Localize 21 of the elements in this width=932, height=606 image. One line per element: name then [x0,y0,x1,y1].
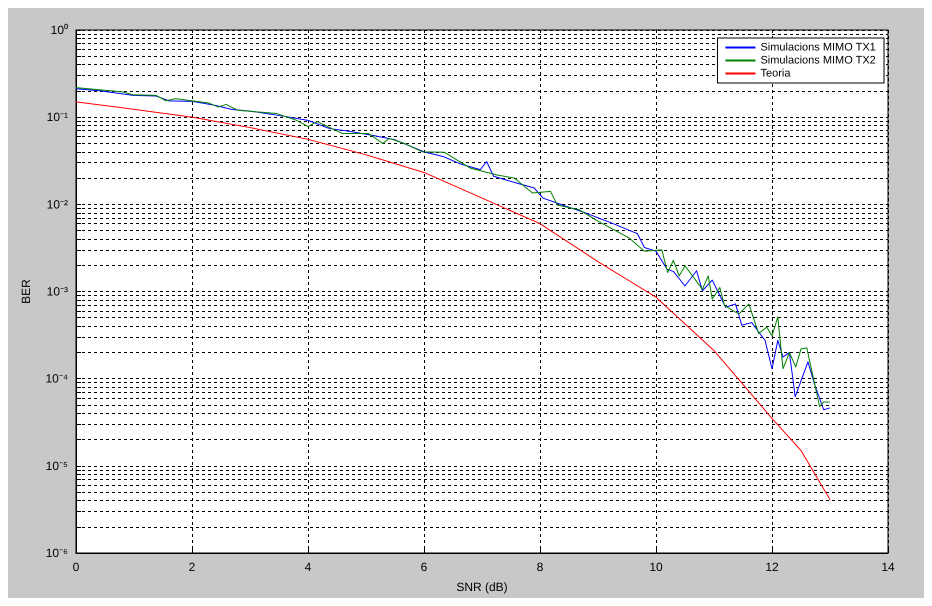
y-tick-label: 10⁻² [46,197,68,212]
legend-label: Simulacions MIMO TX1 [760,42,876,54]
line-series [76,101,830,500]
y-tick-label: 10⁻³ [46,284,68,298]
x-tick-label: 0 [72,560,80,574]
y-tick-label: 10⁻⁵ [46,458,68,473]
x-tick-label: 14 [881,560,895,574]
x-axis-title: SNR (dB) [456,580,508,594]
x-tick-label: 4 [304,560,312,574]
x-tick-label: 8 [536,560,544,574]
y-tick-label: 10⁻¹ [46,110,68,124]
legend-label: Teoria [760,68,792,80]
y-tick-label: 10⁻⁴ [45,372,68,386]
y-tick-label: 10⁰ [50,23,68,37]
y-axis-title: BER [19,278,33,304]
y-tick-label: 10⁻⁶ [46,546,68,560]
x-tick-label: 2 [188,560,196,574]
legend-label: Simulacions MIMO TX2 [760,54,876,66]
x-tick-label: 6 [420,560,428,574]
x-tick-label: 10 [649,560,663,574]
x-tick-label: 12 [765,560,779,574]
